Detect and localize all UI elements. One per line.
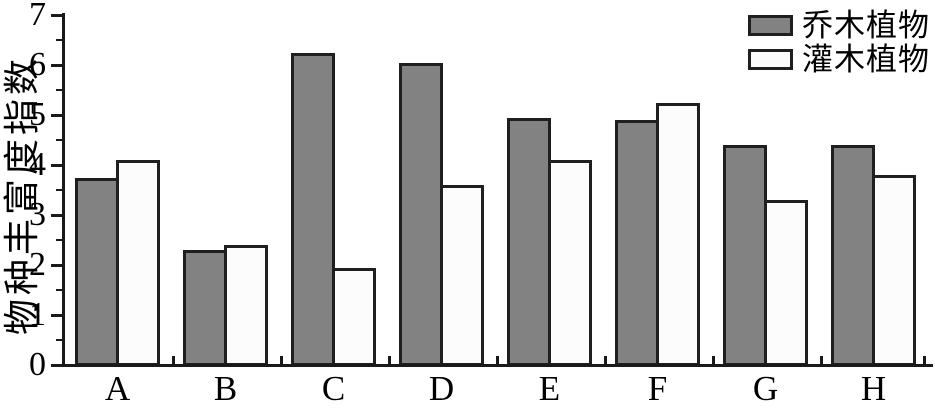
bar-shrub-D (440, 185, 484, 366)
bar-arbor-G (723, 145, 767, 366)
y-minor-tick (56, 39, 65, 41)
bar-shrub-A (116, 160, 160, 366)
x-tick-label-A: A (104, 369, 131, 408)
bar-arbor-C (291, 52, 335, 366)
y-major-tick (51, 364, 65, 367)
y-minor-tick (56, 139, 65, 141)
bar-shrub-F (656, 102, 700, 366)
y-tick-label: 5 (29, 96, 46, 133)
bar-shrub-C (332, 267, 376, 366)
legend-swatch-arbor (748, 15, 793, 36)
y-tick-label: 6 (29, 46, 46, 83)
legend-item-shrub: 灌木植物 (748, 43, 930, 76)
x-axis-line (62, 364, 933, 367)
bar-shrub-E (548, 160, 592, 366)
x-tick-label-E: E (538, 369, 561, 408)
x-minor-tick (388, 356, 391, 364)
x-minor-tick (820, 356, 823, 364)
y-minor-tick (56, 189, 65, 191)
x-minor-tick (923, 356, 926, 364)
legend: 乔木植物 灌木植物 (748, 9, 930, 76)
bar-arbor-H (831, 145, 875, 366)
y-minor-tick (56, 339, 65, 341)
y-tick-label: 3 (29, 196, 46, 233)
legend-label-shrub: 灌木植物 (802, 42, 930, 77)
x-minor-tick (712, 356, 715, 364)
bar-shrub-B (224, 245, 268, 366)
x-minor-tick (604, 356, 607, 364)
y-tick-label: 4 (29, 146, 46, 183)
legend-item-arbor: 乔木植物 (748, 9, 930, 42)
x-minor-tick (280, 356, 283, 364)
y-major-tick (51, 214, 65, 217)
x-tick-label-C: C (321, 369, 346, 408)
y-minor-tick (56, 239, 65, 241)
y-major-tick (51, 114, 65, 117)
y-major-tick (51, 164, 65, 167)
y-minor-tick (56, 289, 65, 291)
y-major-tick (51, 14, 65, 17)
y-tick-label: 0 (29, 346, 46, 383)
y-major-tick (51, 264, 65, 267)
x-minor-tick (172, 356, 175, 364)
legend-swatch-shrub (748, 49, 793, 70)
legend-label-arbor: 乔木植物 (802, 8, 930, 43)
y-tick-label: 7 (29, 0, 46, 33)
x-minor-tick (496, 356, 499, 364)
y-tick-label: 2 (29, 246, 46, 283)
y-axis-line (62, 13, 65, 367)
bar-shrub-G (764, 200, 808, 366)
bar-arbor-A (75, 177, 119, 366)
bar-arbor-D (399, 62, 443, 366)
x-tick-label-G: G (752, 369, 779, 408)
y-major-tick (51, 64, 65, 67)
bar-arbor-B (183, 250, 227, 366)
x-tick-label-B: B (213, 369, 238, 408)
bar-arbor-E (507, 117, 551, 366)
y-major-tick (51, 314, 65, 317)
x-tick-label-H: H (860, 369, 887, 408)
bar-shrub-H (872, 175, 916, 366)
bar-arbor-F (615, 120, 659, 366)
x-tick-label-F: F (647, 369, 668, 408)
y-tick-label: 1 (29, 296, 46, 333)
y-minor-tick (56, 89, 65, 91)
x-tick-label-D: D (428, 369, 455, 408)
